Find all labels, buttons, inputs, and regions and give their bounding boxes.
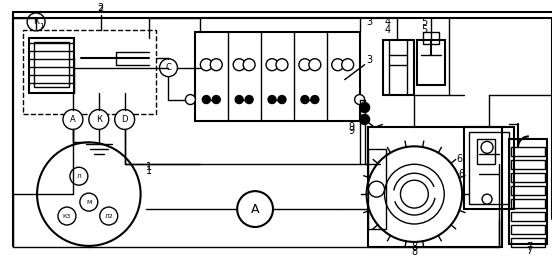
Text: Л: Л xyxy=(76,174,81,179)
Text: 1: 1 xyxy=(39,23,43,29)
Bar xyxy=(511,186,545,195)
Text: 5: 5 xyxy=(421,25,427,35)
Text: 3: 3 xyxy=(367,17,373,27)
Bar xyxy=(509,139,547,244)
Bar xyxy=(23,30,155,115)
Text: 4: 4 xyxy=(384,25,390,35)
Circle shape xyxy=(481,141,493,153)
Circle shape xyxy=(210,59,222,71)
Bar xyxy=(195,32,359,122)
Text: 8: 8 xyxy=(411,242,418,252)
Circle shape xyxy=(268,95,276,103)
Circle shape xyxy=(359,102,369,112)
Circle shape xyxy=(235,95,243,103)
Circle shape xyxy=(70,167,88,185)
Text: 6: 6 xyxy=(458,169,464,179)
Circle shape xyxy=(342,59,354,71)
Bar xyxy=(368,149,385,229)
Text: К: К xyxy=(96,115,102,124)
Text: 5: 5 xyxy=(421,17,427,27)
Circle shape xyxy=(384,164,444,224)
Bar xyxy=(34,42,69,87)
Bar xyxy=(511,225,545,234)
Text: 9: 9 xyxy=(348,126,354,136)
Circle shape xyxy=(200,59,212,71)
Circle shape xyxy=(212,95,220,103)
Circle shape xyxy=(299,59,311,71)
Bar xyxy=(511,160,545,169)
Text: 7: 7 xyxy=(526,242,532,252)
Circle shape xyxy=(27,13,45,31)
Circle shape xyxy=(202,95,210,103)
Circle shape xyxy=(159,59,178,77)
Bar xyxy=(469,132,509,204)
Circle shape xyxy=(243,59,255,71)
Text: К: К xyxy=(33,17,39,26)
Text: К3: К3 xyxy=(62,214,71,219)
Bar xyxy=(511,147,545,156)
Bar xyxy=(511,199,545,208)
Bar xyxy=(511,238,545,247)
Bar xyxy=(477,139,495,164)
Bar xyxy=(368,127,502,247)
Bar xyxy=(29,38,74,93)
Circle shape xyxy=(185,95,195,104)
Circle shape xyxy=(58,207,76,225)
Bar xyxy=(383,40,414,95)
Circle shape xyxy=(245,95,253,103)
Circle shape xyxy=(301,95,309,103)
Bar xyxy=(418,40,445,85)
Text: 2: 2 xyxy=(98,3,104,13)
Circle shape xyxy=(100,207,118,225)
Text: 1: 1 xyxy=(145,166,152,176)
Circle shape xyxy=(114,109,134,130)
Text: С: С xyxy=(165,63,171,72)
Circle shape xyxy=(400,180,429,208)
Circle shape xyxy=(311,95,319,103)
Circle shape xyxy=(80,193,98,211)
Circle shape xyxy=(369,181,384,197)
Circle shape xyxy=(278,95,286,103)
Circle shape xyxy=(37,142,140,246)
Text: D: D xyxy=(122,115,128,124)
Text: Л2: Л2 xyxy=(105,214,113,219)
Text: 8: 8 xyxy=(411,247,418,257)
Circle shape xyxy=(309,59,321,71)
Circle shape xyxy=(63,109,83,130)
Circle shape xyxy=(354,95,364,104)
Text: 7: 7 xyxy=(526,246,532,256)
Text: 3: 3 xyxy=(367,55,373,65)
Text: А: А xyxy=(70,115,76,124)
Bar xyxy=(511,212,545,221)
Circle shape xyxy=(233,59,245,71)
Circle shape xyxy=(237,191,273,227)
Circle shape xyxy=(266,59,278,71)
Circle shape xyxy=(332,59,344,71)
Bar xyxy=(464,127,514,209)
Circle shape xyxy=(89,109,109,130)
Text: 9: 9 xyxy=(348,123,354,132)
Text: 4: 4 xyxy=(384,17,390,27)
Text: A: A xyxy=(251,203,259,216)
Text: 1: 1 xyxy=(145,162,152,172)
Bar xyxy=(511,173,545,182)
Circle shape xyxy=(359,115,369,124)
Bar xyxy=(424,32,439,44)
Text: 2: 2 xyxy=(98,5,104,15)
Circle shape xyxy=(367,146,462,242)
Text: М: М xyxy=(86,200,92,205)
Text: 6: 6 xyxy=(456,154,462,164)
Circle shape xyxy=(276,59,288,71)
Circle shape xyxy=(482,194,492,204)
